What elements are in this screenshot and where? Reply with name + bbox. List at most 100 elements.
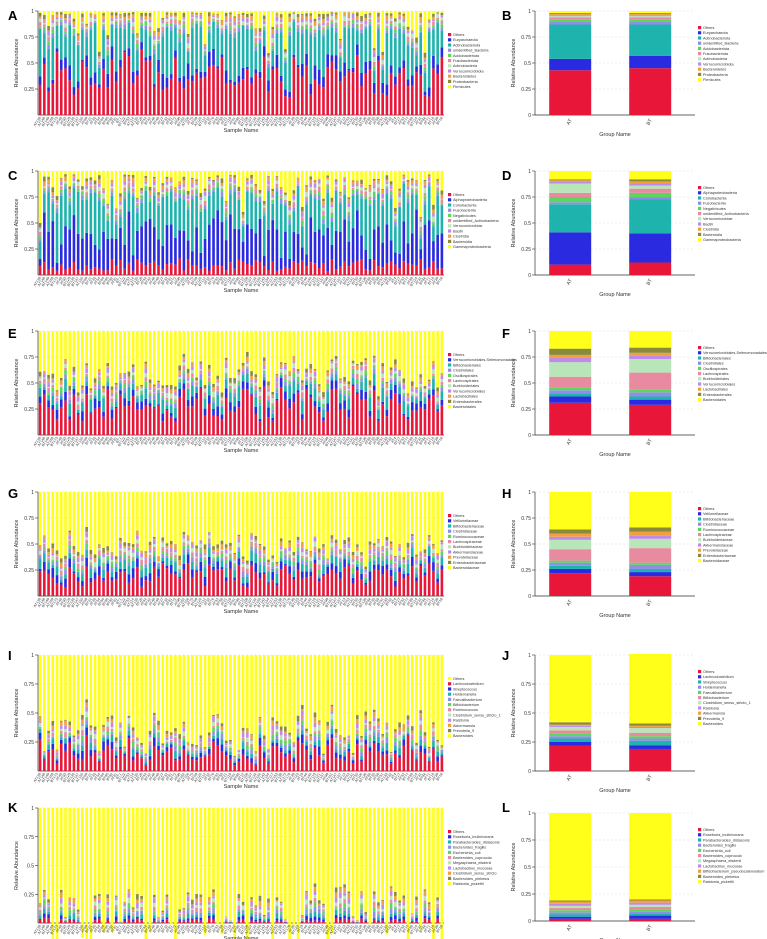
bar-segment xyxy=(436,190,439,194)
legend-swatch xyxy=(448,213,452,217)
bar-segment xyxy=(161,196,165,246)
bar-segment xyxy=(279,269,283,275)
bar-segment xyxy=(127,331,131,372)
bar-segment xyxy=(148,406,152,435)
bar-segment xyxy=(250,186,253,189)
bar-segment xyxy=(38,383,42,388)
bar-segment xyxy=(47,48,50,88)
bar-segment xyxy=(355,186,359,189)
bar-segment xyxy=(59,558,63,563)
bar-segment xyxy=(93,578,97,596)
legend-label: Actinobacteria xyxy=(453,64,478,68)
bar-segment xyxy=(406,404,410,406)
sample-bar xyxy=(216,11,220,115)
bar-segment xyxy=(301,571,304,579)
bar-segment xyxy=(288,546,291,552)
bar-segment xyxy=(161,11,165,18)
bar-segment xyxy=(148,60,152,115)
bar-segment xyxy=(157,569,160,577)
bar-segment xyxy=(212,400,215,403)
x-tick-label: BT170 xyxy=(282,116,291,127)
bar-segment xyxy=(195,386,198,387)
bar-segment xyxy=(394,368,397,372)
x-tick-label: AT12 xyxy=(237,276,245,285)
bar-segment xyxy=(165,27,169,78)
sample-bar xyxy=(427,11,431,115)
bar-segment xyxy=(305,171,308,186)
x-tick-label: AT124 xyxy=(193,436,202,447)
bar-segment xyxy=(140,202,143,227)
bar-segment xyxy=(326,188,330,193)
bar-segment xyxy=(43,176,46,182)
bar-segment xyxy=(85,192,88,196)
y-tick-label: 0.5 xyxy=(524,221,531,227)
x-tick-label: AT30 xyxy=(288,436,296,445)
x-axis-label: Sample Name xyxy=(224,128,259,134)
bar-segment xyxy=(93,382,97,385)
bar-segment xyxy=(119,18,122,21)
bar-segment xyxy=(157,28,160,32)
bar-segment xyxy=(355,364,359,366)
bar-segment xyxy=(296,373,300,377)
bar-segment xyxy=(85,171,88,179)
bar-segment xyxy=(47,188,50,193)
sample-bar xyxy=(330,492,334,596)
bar-segment xyxy=(64,13,67,19)
bar-segment xyxy=(279,557,283,559)
bar-segment xyxy=(288,554,291,557)
bar-segment xyxy=(203,188,207,191)
bar-segment xyxy=(64,181,67,184)
bar-segment xyxy=(136,395,139,397)
bar-segment xyxy=(47,182,50,185)
bar-segment xyxy=(246,573,249,577)
bar-segment xyxy=(271,406,275,410)
bar-segment xyxy=(317,401,321,407)
bar-segment xyxy=(305,20,308,22)
bar-segment xyxy=(432,226,435,242)
bar-segment xyxy=(313,551,317,552)
bar-segment xyxy=(406,416,410,420)
bar-segment xyxy=(288,398,291,409)
bar-segment xyxy=(368,416,372,435)
bar-segment xyxy=(436,13,439,18)
bar-segment xyxy=(165,408,169,411)
sample-bar xyxy=(402,171,406,275)
sample-bar xyxy=(169,492,173,596)
bar-segment xyxy=(174,574,177,596)
legend-swatch xyxy=(448,394,452,398)
x-tick-label: AT4 xyxy=(390,116,397,123)
bar-segment xyxy=(292,377,296,382)
bar-segment xyxy=(246,331,249,352)
sample-bar xyxy=(262,331,266,435)
bar-segment xyxy=(157,171,160,193)
sample-bar xyxy=(81,11,84,115)
sample-bar xyxy=(123,171,127,275)
legend-label: Enterobacterales xyxy=(703,393,732,397)
bar-segment xyxy=(148,219,152,264)
bar-segment xyxy=(212,186,215,188)
x-tick-label: AT69 xyxy=(80,276,88,285)
x-tick-label: AT124 xyxy=(193,116,202,127)
sample-bar xyxy=(229,492,232,596)
bar-segment xyxy=(241,585,245,596)
bar-segment xyxy=(165,182,169,185)
bar-segment xyxy=(267,562,270,564)
bar-segment xyxy=(81,398,84,401)
bar-segment xyxy=(174,554,177,559)
bar-segment xyxy=(152,187,156,192)
bar-segment xyxy=(275,563,279,566)
bar-segment xyxy=(343,395,346,401)
bar-segment xyxy=(55,52,59,115)
bar-segment xyxy=(55,550,59,554)
bar-segment xyxy=(419,13,423,18)
bar-segment xyxy=(119,196,122,201)
bar-segment xyxy=(347,211,351,213)
sample-bar xyxy=(89,331,93,435)
bar-segment xyxy=(372,260,376,275)
bar-segment xyxy=(110,331,114,387)
bar-segment xyxy=(136,34,139,38)
sample-bar xyxy=(207,492,211,596)
bar-segment xyxy=(339,44,342,49)
sample-bar xyxy=(161,11,165,115)
bar-segment xyxy=(152,171,156,177)
